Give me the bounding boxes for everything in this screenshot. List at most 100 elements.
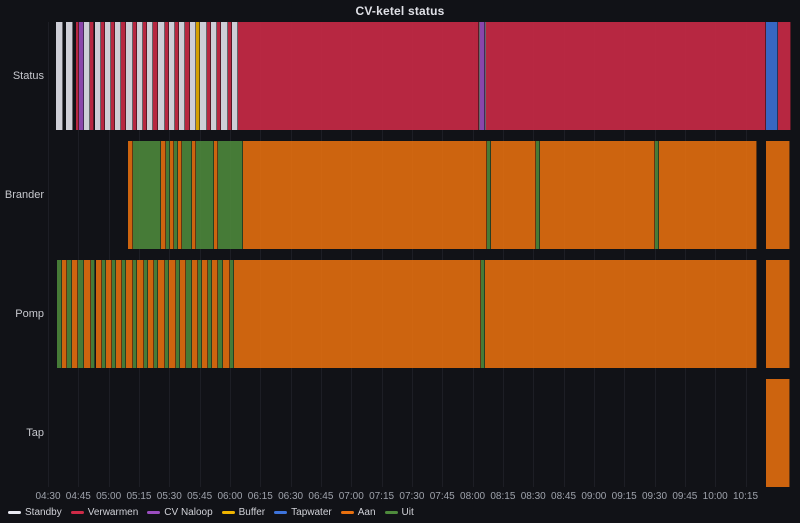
segment-uit[interactable] [207,260,212,368]
segment-uit[interactable] [229,260,234,368]
segment-standby[interactable] [136,22,144,130]
segment-uit[interactable] [132,260,137,368]
segment-verwarmen[interactable] [777,22,791,130]
segment-aan[interactable] [765,141,790,249]
segment-aan[interactable] [127,141,133,249]
segment-verwarmen[interactable] [90,22,95,130]
segment-standby[interactable] [210,22,217,130]
segment-verwarmen[interactable] [76,22,80,130]
segment-verwarmen[interactable] [110,22,115,130]
segment-standby[interactable] [114,22,121,130]
segment-standby[interactable] [56,22,64,130]
segment-uit[interactable] [197,260,202,368]
segment-uit[interactable] [166,141,171,249]
segment-standby[interactable] [66,22,74,130]
segment-verwarmen[interactable] [165,22,170,130]
legend-item-tapwater[interactable]: Tapwater [274,506,332,519]
legend-item-verwarmen[interactable]: Verwarmen [70,506,138,519]
segment-standby[interactable] [189,22,196,130]
legend-item-aan[interactable]: Aan [340,506,376,519]
segment-cv-naloop[interactable] [79,22,85,130]
segment-verwarmen[interactable] [132,22,137,130]
segment-standby[interactable] [125,22,133,130]
segment-verwarmen[interactable] [206,22,211,130]
segment-verwarmen[interactable] [143,22,148,130]
legend-item-cv-naloop[interactable]: CV Naloop [147,506,213,519]
segment-uit[interactable] [654,141,659,249]
segment-uit[interactable] [182,141,192,249]
segment-standby[interactable] [104,22,111,130]
segment-uit[interactable] [144,260,149,368]
segment-uit[interactable] [154,260,159,368]
segment-uit[interactable] [78,260,85,368]
segment-buffer[interactable] [195,22,200,130]
segment-aan[interactable] [95,260,102,368]
segment-standby[interactable] [169,22,176,130]
segment-aan[interactable] [148,260,155,368]
segment-uit[interactable] [480,260,485,368]
segment-standby[interactable] [179,22,186,130]
segment-verwarmen[interactable] [238,22,479,130]
segment-verwarmen[interactable] [100,22,105,130]
legend-item-uit[interactable]: Uit [384,506,414,519]
segment-uit[interactable] [536,141,541,249]
segment-aan[interactable] [213,141,218,249]
segment-standby[interactable] [231,22,239,130]
segment-aan[interactable] [243,141,487,249]
segment-standby[interactable] [158,22,166,130]
segment-standby[interactable] [484,22,487,130]
segment-aan[interactable] [490,141,537,249]
segment-uit[interactable] [165,260,170,368]
segment-standby[interactable] [199,22,207,130]
segment-uit[interactable] [217,260,223,368]
segment-uit[interactable] [91,260,96,368]
segment-aan[interactable] [201,260,208,368]
segment-uit[interactable] [132,141,162,249]
segment-aan[interactable] [62,260,68,368]
segment-aan[interactable] [191,260,198,368]
segment-verwarmen[interactable] [486,22,766,130]
segment-standby[interactable] [147,22,154,130]
legend-item-standby[interactable]: Standby [8,506,62,519]
segment-uit[interactable] [121,260,126,368]
segment-uit[interactable] [217,141,244,249]
segment-uit[interactable] [176,260,181,368]
segment-uit[interactable] [186,260,192,368]
segment-uit[interactable] [486,141,491,249]
segment-standby[interactable] [478,22,481,130]
segment-uit[interactable] [67,260,73,368]
segment-uit[interactable] [111,260,116,368]
segment-verwarmen[interactable] [216,22,221,130]
segment-aan[interactable] [158,260,166,368]
segment-cv-naloop[interactable] [480,22,485,130]
segment-standby[interactable] [220,22,228,130]
segment-verwarmen[interactable] [227,22,232,130]
segment-verwarmen[interactable] [120,22,126,130]
segment-aan[interactable] [125,260,133,368]
segment-aan[interactable] [72,260,79,368]
segment-tapwater[interactable] [765,22,778,130]
legend-item-buffer[interactable]: Buffer [221,506,265,519]
segment-uit[interactable] [101,260,106,368]
segment-aan[interactable] [540,141,655,249]
segment-aan[interactable] [170,141,175,249]
segment-uit[interactable] [57,260,63,368]
segment-uit[interactable] [195,141,214,249]
segment-uit[interactable] [174,141,179,249]
segment-aan[interactable] [178,141,183,249]
segment-aan[interactable] [180,260,187,368]
segment-standby[interactable] [94,22,101,130]
segment-standby[interactable] [84,22,91,130]
segment-verwarmen[interactable] [185,22,190,130]
segment-aan[interactable] [765,379,790,487]
segment-aan[interactable] [136,260,145,368]
segment-aan[interactable] [84,260,92,368]
segment-aan[interactable] [105,260,112,368]
segment-verwarmen[interactable] [153,22,159,130]
segment-aan[interactable] [765,260,790,368]
segment-verwarmen[interactable] [175,22,180,130]
segment-aan[interactable] [169,260,177,368]
segment-aan[interactable] [484,260,757,368]
segment-aan[interactable] [161,141,167,249]
segment-aan[interactable] [115,260,122,368]
